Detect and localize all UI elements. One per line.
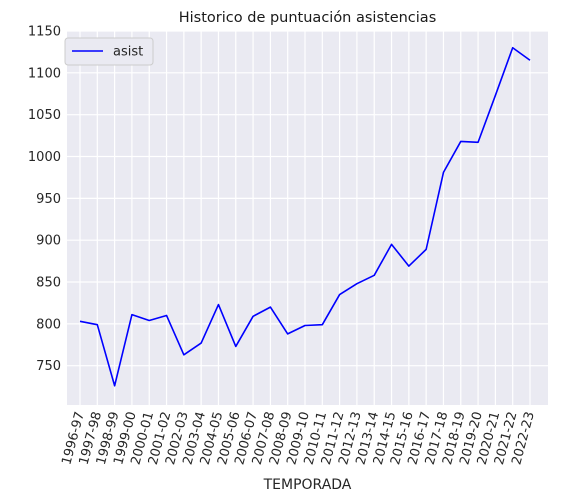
y-tick-label: 800 [36, 317, 61, 332]
y-tick-label: 750 [36, 359, 61, 374]
gridlines [67, 30, 548, 405]
y-tick-label: 1150 [28, 25, 61, 40]
legend-entry-asist: asist [113, 45, 143, 60]
series-layer [79, 46, 531, 387]
chart-title: Historico de puntuación asistencias [179, 10, 437, 26]
y-tick-label: 1000 [28, 150, 61, 165]
y-tick-label: 950 [36, 192, 61, 207]
y-axis-ticks: 750 800 850 900 950 1000 1050 1100 1150 [28, 25, 61, 375]
y-tick-label: 900 [36, 234, 61, 249]
x-axis-ticks: 1996-971997-981998-991999-002000-012001-… [59, 410, 538, 466]
y-tick-label: 850 [36, 276, 61, 291]
legend-box [64, 37, 154, 66]
x-axis-label: TEMPORADA [263, 477, 352, 493]
y-tick-label: 1100 [28, 66, 61, 81]
series-line-asist [79, 46, 531, 387]
legend: asist [64, 37, 154, 66]
plot-area [67, 31, 548, 405]
y-tick-label: 1050 [28, 108, 61, 123]
